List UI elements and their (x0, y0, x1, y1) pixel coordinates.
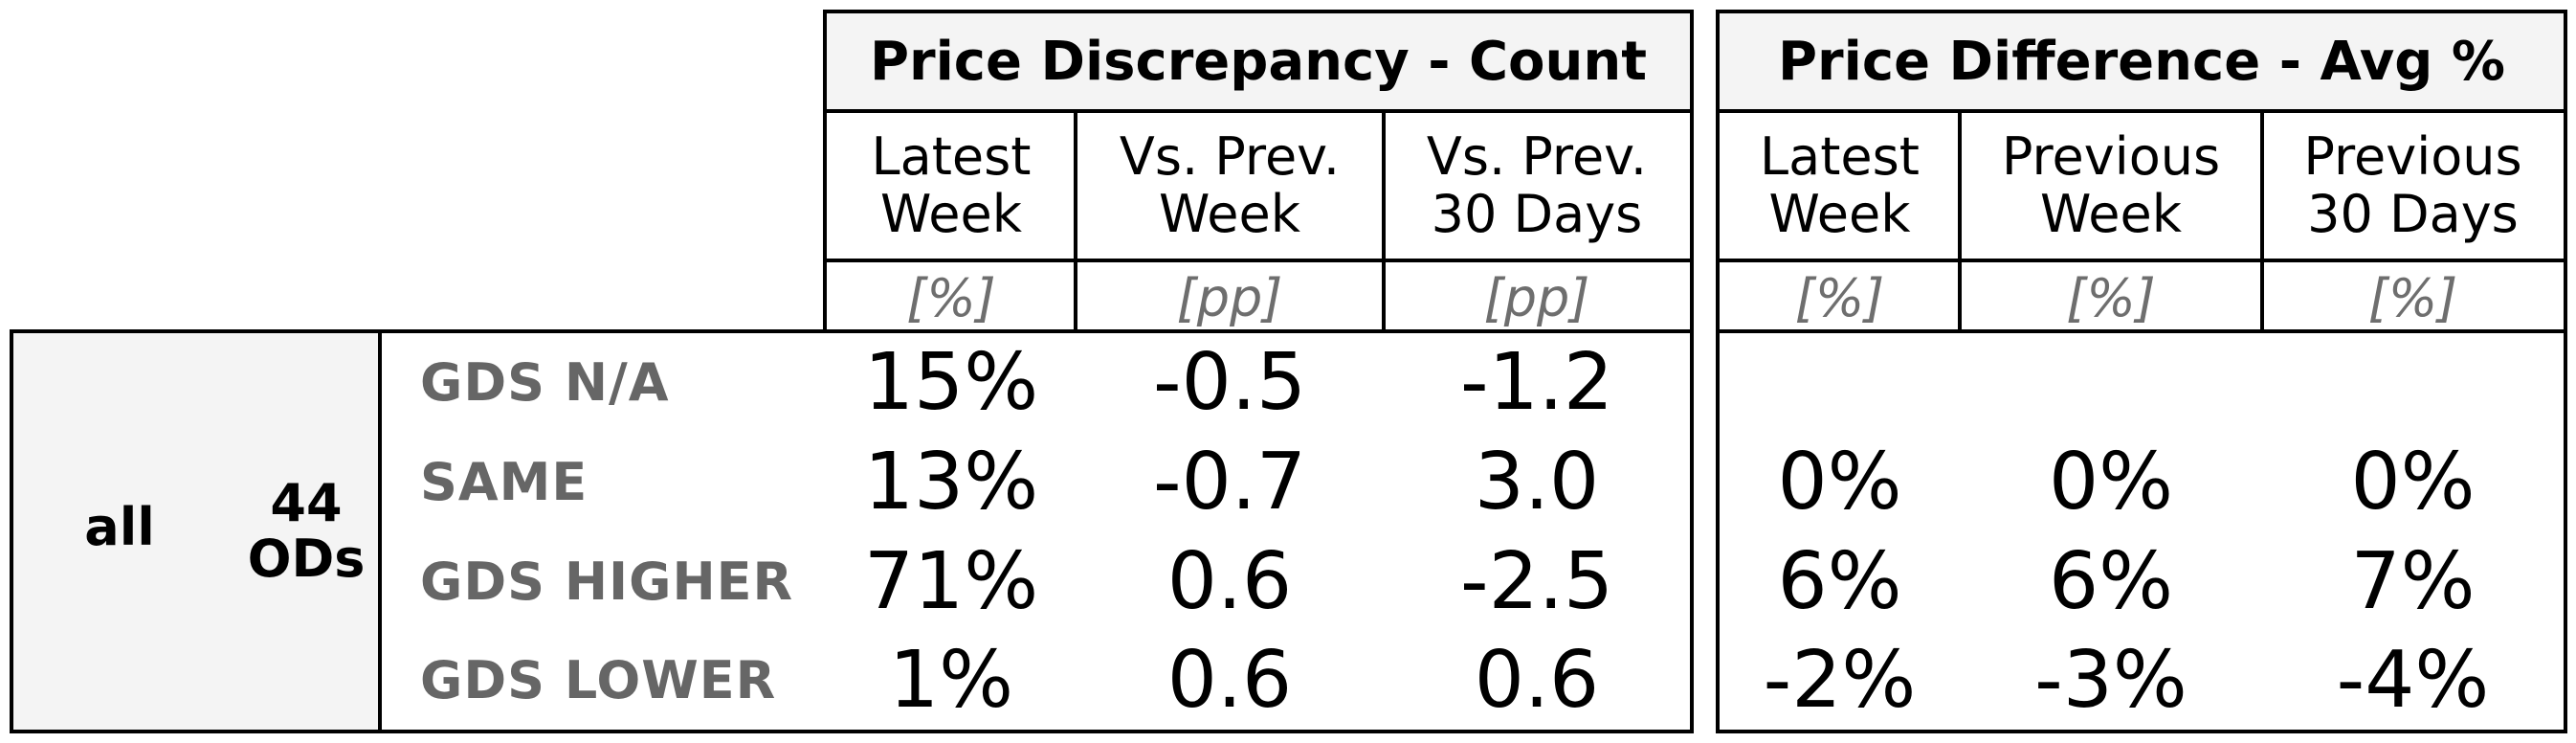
discrepancy-col-prev-week-header: Vs. Prev. Week (1076, 113, 1384, 259)
difference-col-prev-30d-header: Previous 30 Days (2262, 113, 2564, 259)
cell-discrepancy-latest-gds-lower: 1% (888, 635, 1014, 726)
difference-unit-divider (1720, 259, 2564, 262)
difference-title-divider (1720, 109, 2564, 113)
discrepancy-col-prev-30d-line1: Vs. Prev. (1426, 126, 1648, 187)
row-label-gds-higher: GDS HIGHER (420, 551, 794, 612)
difference-body-right-border (2564, 329, 2567, 733)
difference-col-prev-30d-line2: 30 Days (2307, 184, 2519, 244)
cell-difference-prev-week-gds-na (1960, 333, 2262, 432)
difference-body-bottom-border (1716, 730, 2567, 733)
cell-difference-prev-week-same: 0% (2048, 436, 2174, 528)
group-count-number: 44 (270, 473, 343, 533)
discrepancy-col-latest-header: Latest Week (827, 113, 1076, 259)
cell-discrepancy-prev-30d-gds-na: -1.2 (1460, 337, 1613, 428)
discrepancy-title-divider (827, 109, 1690, 113)
difference-col-divider-1 (1958, 109, 1962, 333)
cell-difference-prev-30d-same: 0% (2350, 436, 2476, 528)
difference-col-latest-line2: Week (1768, 184, 1911, 244)
difference-col-prev-week-header: Previous Week (1960, 113, 2262, 259)
discrepancy-col-prev-30d-unit: [pp] (1483, 267, 1590, 328)
discrepancy-col-latest-line1: Latest (871, 126, 1032, 187)
group-label: all (84, 496, 155, 557)
group-count-unit: ODs (247, 529, 366, 589)
cell-discrepancy-prev-30d-gds-lower: 0.6 (1474, 635, 1600, 726)
discrepancy-body-right-border (1690, 329, 1694, 733)
cell-difference-latest-gds-na (1720, 333, 1960, 432)
cell-difference-prev-week-gds-higher: 6% (2048, 535, 2174, 627)
discrepancy-title: Price Discrepancy - Count (827, 13, 1690, 109)
cell-difference-prev-30d-gds-na (2262, 333, 2564, 432)
discrepancy-col-prev-week-unit: [pp] (1176, 267, 1283, 328)
discrepancy-col-prev-30d-line2: 30 Days (1431, 184, 1643, 244)
main-body-bottom-border (10, 730, 1694, 733)
cell-difference-prev-30d-gds-higher: 7% (2350, 535, 2476, 627)
cell-discrepancy-prev-week-gds-higher: 0.6 (1166, 535, 1293, 627)
cell-difference-latest-same: 0% (1777, 436, 1902, 528)
group-count: 44 ODs (239, 469, 373, 594)
difference-col-prev-30d-unit: [%] (2367, 267, 2458, 328)
discrepancy-col-latest-unit: [%] (906, 267, 996, 328)
discrepancy-col-prev-week-line2: Week (1159, 184, 1300, 244)
discrepancy-col-latest-line2: Week (880, 184, 1022, 244)
cell-difference-prev-week-gds-lower: -3% (2034, 635, 2187, 726)
cell-discrepancy-prev-week-same: -0.7 (1153, 436, 1306, 528)
difference-col-prev-week-line2: Week (2040, 184, 2182, 244)
cell-discrepancy-prev-30d-same: 3.0 (1474, 436, 1600, 528)
difference-body-left-border (1716, 329, 1720, 733)
discrepancy-col-divider-1 (1074, 109, 1077, 333)
difference-col-latest-line1: Latest (1760, 126, 1920, 187)
difference-col-prev-30d-line1: Previous (2303, 126, 2522, 187)
cell-difference-latest-gds-higher: 6% (1777, 535, 1902, 627)
cell-discrepancy-prev-30d-gds-higher: -2.5 (1460, 535, 1613, 627)
cell-discrepancy-latest-gds-na: 15% (863, 337, 1039, 428)
cell-discrepancy-prev-week-gds-lower: 0.6 (1166, 635, 1293, 726)
row-label-gds-na: GDS N/A (420, 352, 670, 413)
discrepancy-col-prev-week-line1: Vs. Prev. (1119, 126, 1341, 187)
difference-header-box (1716, 10, 2567, 333)
difference-col-latest-header: Latest Week (1720, 113, 1960, 259)
cell-discrepancy-latest-gds-higher: 71% (863, 535, 1039, 627)
difference-col-prev-week-unit: [%] (2066, 267, 2156, 328)
difference-col-divider-2 (2260, 109, 2264, 333)
group-box (10, 329, 382, 733)
difference-title: Price Difference - Avg % (1720, 13, 2564, 109)
row-label-gds-lower: GDS LOWER (420, 650, 777, 710)
row-label-same: SAME (420, 451, 588, 512)
cell-discrepancy-latest-same: 13% (863, 436, 1039, 528)
difference-col-latest-unit: [%] (1794, 267, 1885, 328)
cell-difference-prev-30d-gds-lower: -4% (2336, 635, 2490, 726)
main-body-top-border (10, 329, 1694, 333)
discrepancy-unit-divider (827, 259, 1690, 262)
cell-difference-latest-gds-lower: -2% (1763, 635, 1917, 726)
difference-col-prev-week-line1: Previous (2001, 126, 2221, 187)
discrepancy-col-divider-2 (1382, 109, 1386, 333)
cell-discrepancy-prev-week-gds-na: -0.5 (1153, 337, 1306, 428)
discrepancy-col-prev-30d-header: Vs. Prev. 30 Days (1384, 113, 1690, 259)
